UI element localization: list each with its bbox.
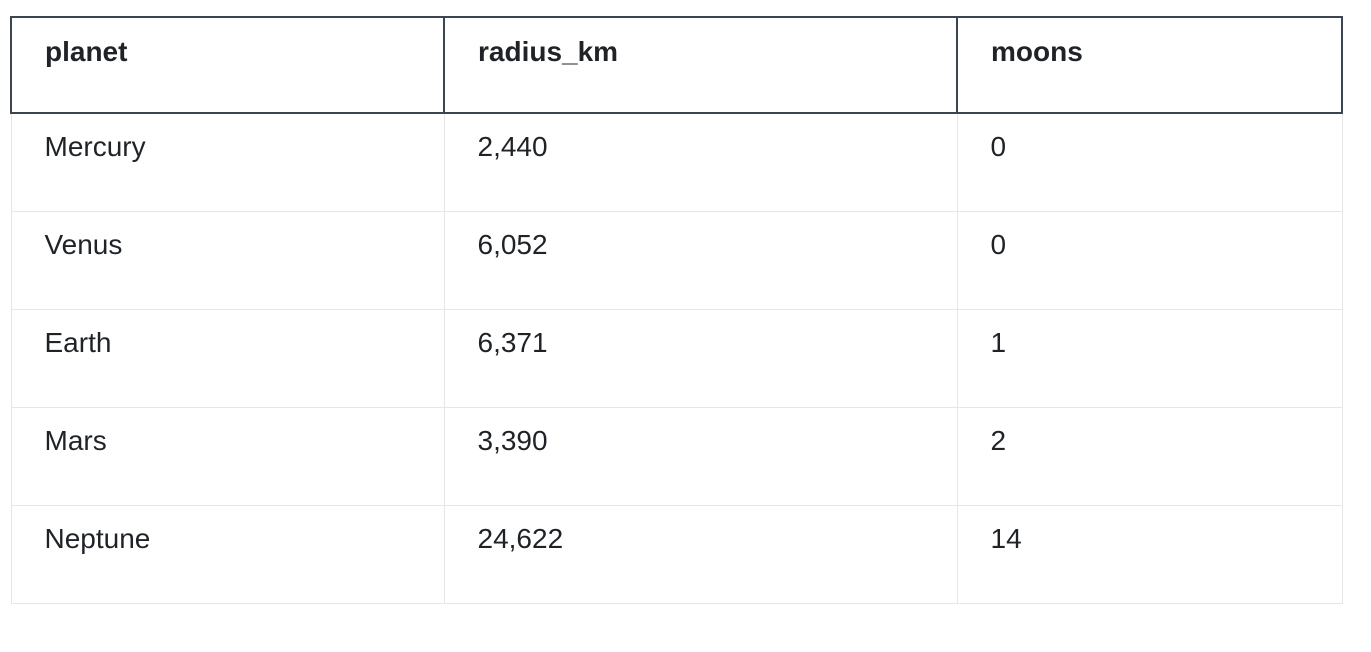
cell-moons: 0 (956, 210, 1343, 310)
cell-planet: Mars (10, 406, 445, 506)
cell-planet: Mercury (10, 112, 445, 212)
header-row: planet radius_km moons (10, 16, 1343, 114)
table-header: planet radius_km moons (10, 16, 1343, 114)
cell-moons: 0 (956, 112, 1343, 212)
cell-radius-km: 3,390 (443, 406, 958, 506)
cell-planet: Earth (10, 308, 445, 408)
cell-radius-km: 6,052 (443, 210, 958, 310)
column-header-planet: planet (10, 16, 445, 114)
column-header-radius-km: radius_km (443, 16, 958, 114)
cell-radius-km: 2,440 (443, 112, 958, 212)
table-row: Mars 3,390 2 (10, 406, 1343, 506)
table-body: Mercury 2,440 0 Venus 6,052 0 Earth 6,37… (10, 112, 1343, 604)
cell-radius-km: 24,622 (443, 504, 958, 604)
cell-radius-km: 6,371 (443, 308, 958, 408)
table-row: Earth 6,371 1 (10, 308, 1343, 408)
cell-planet: Venus (10, 210, 445, 310)
data-table: planet radius_km moons Mercury 2,440 0 V… (10, 16, 1343, 604)
table-row: Mercury 2,440 0 (10, 112, 1343, 212)
cell-moons: 1 (956, 308, 1343, 408)
cell-moons: 14 (956, 504, 1343, 604)
data-table-container: planet radius_km moons Mercury 2,440 0 V… (10, 16, 1343, 604)
table-row: Venus 6,052 0 (10, 210, 1343, 310)
cell-moons: 2 (956, 406, 1343, 506)
column-header-moons: moons (956, 16, 1343, 114)
table-row: Neptune 24,622 14 (10, 504, 1343, 604)
cell-planet: Neptune (10, 504, 445, 604)
